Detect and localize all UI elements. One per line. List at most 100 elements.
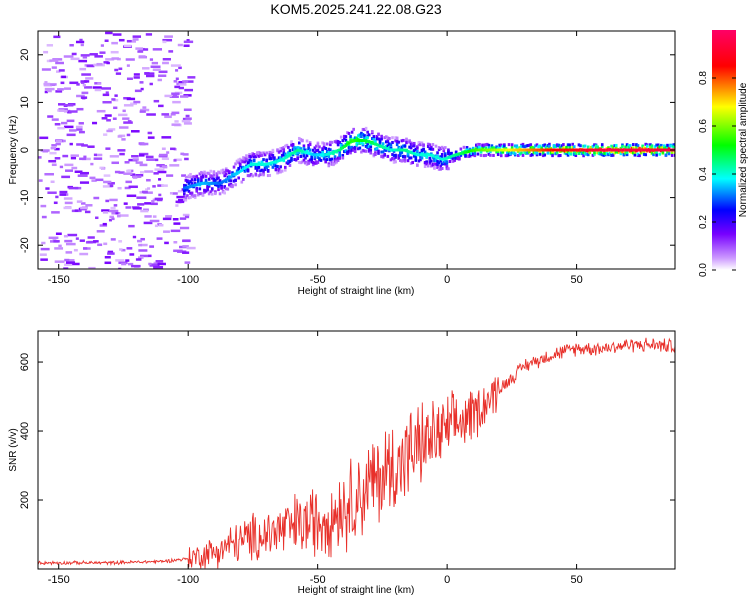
heatmap-cell bbox=[409, 156, 413, 160]
heatmap-cell bbox=[322, 142, 326, 146]
heatmap-cell bbox=[55, 195, 59, 199]
heatmap-cell bbox=[301, 139, 304, 143]
heatmap-cell bbox=[223, 185, 227, 189]
heatmap-cell bbox=[290, 152, 293, 156]
heatmap-cell bbox=[391, 157, 394, 161]
heatmap-cell bbox=[47, 89, 52, 93]
top-y-axis-label: Frequency (Hz) bbox=[8, 116, 19, 185]
heatmap-cell bbox=[196, 193, 200, 197]
heatmap-cell bbox=[400, 139, 404, 143]
heatmap-cell bbox=[439, 159, 442, 163]
top-y-tick-label: 20 bbox=[19, 49, 31, 61]
heatmap-cell bbox=[436, 155, 439, 159]
heatmap-cell bbox=[63, 234, 68, 238]
heatmap-cell bbox=[614, 148, 618, 152]
heatmap-cell bbox=[527, 150, 531, 154]
heatmap-cell bbox=[257, 162, 261, 166]
heatmap-cell bbox=[363, 134, 366, 138]
heatmap-cell bbox=[231, 174, 234, 178]
heatmap-cell bbox=[625, 150, 629, 154]
heatmap-cell bbox=[130, 173, 136, 176]
heatmap-cell bbox=[639, 151, 643, 155]
heatmap-cell bbox=[332, 161, 335, 165]
heatmap-cell bbox=[360, 131, 363, 135]
heatmap-cell bbox=[526, 151, 529, 155]
heatmap-cell bbox=[673, 150, 675, 154]
heatmap-cell bbox=[513, 148, 517, 152]
heatmap-cell bbox=[210, 174, 214, 178]
heatmap-cell bbox=[118, 171, 125, 174]
heatmap-cell bbox=[366, 139, 369, 143]
heatmap-cell bbox=[364, 139, 368, 143]
heatmap-cell bbox=[661, 146, 665, 150]
heatmap-cell bbox=[408, 145, 411, 149]
heatmap-cell bbox=[214, 181, 217, 185]
heatmap-cell bbox=[464, 150, 467, 154]
heatmap-cell bbox=[537, 145, 540, 149]
heatmap-cell bbox=[154, 168, 165, 171]
heatmap-cell bbox=[64, 258, 70, 262]
heatmap-cell bbox=[144, 215, 152, 218]
heatmap-cell bbox=[192, 175, 195, 179]
heatmap-cell bbox=[574, 154, 578, 158]
heatmap-cell bbox=[277, 159, 281, 163]
heatmap-cell bbox=[277, 150, 281, 154]
heatmap-cell bbox=[68, 110, 78, 113]
heatmap-cell bbox=[545, 145, 548, 149]
heatmap-cell bbox=[369, 142, 373, 146]
heatmap-cell bbox=[417, 140, 421, 144]
heatmap-cell bbox=[132, 35, 142, 38]
heatmap-cell bbox=[257, 154, 261, 158]
heatmap-cell bbox=[470, 151, 474, 155]
heatmap-cell bbox=[541, 151, 545, 155]
heatmap-cell bbox=[391, 148, 394, 152]
heatmap-cell bbox=[423, 153, 427, 157]
heatmap-cell bbox=[377, 137, 380, 141]
heatmap-cell bbox=[248, 174, 251, 178]
heatmap-cell bbox=[383, 153, 387, 157]
heatmap-cell bbox=[371, 130, 374, 134]
heatmap-cell bbox=[487, 152, 491, 156]
heatmap-cell bbox=[403, 157, 407, 161]
heatmap-cell bbox=[240, 180, 244, 184]
heatmap-cell bbox=[229, 184, 233, 188]
heatmap-cell bbox=[428, 160, 432, 164]
heatmap-cell bbox=[408, 156, 411, 160]
heatmap-cell bbox=[361, 148, 365, 152]
top-x-tick-label: -100 bbox=[177, 274, 199, 286]
heatmap-cell bbox=[602, 153, 606, 157]
heatmap-cell bbox=[117, 149, 126, 152]
heatmap-cell bbox=[299, 149, 303, 153]
heatmap-cell bbox=[243, 160, 247, 164]
heatmap-cell bbox=[130, 102, 137, 106]
heatmap-cell bbox=[381, 145, 385, 149]
heatmap-cell bbox=[513, 152, 517, 156]
heatmap-cell bbox=[367, 147, 371, 151]
heatmap-cell bbox=[183, 108, 192, 112]
heatmap-cell bbox=[465, 146, 469, 150]
heatmap-cell bbox=[444, 146, 447, 150]
heatmap-cell bbox=[63, 267, 69, 269]
heatmap-cell bbox=[187, 174, 191, 178]
heatmap-cell bbox=[325, 153, 329, 157]
heatmap-cell bbox=[78, 130, 85, 134]
heatmap-cell bbox=[482, 154, 486, 158]
heatmap-cell bbox=[271, 165, 275, 169]
heatmap-cell bbox=[447, 152, 450, 156]
heatmap-cell bbox=[523, 145, 526, 149]
heatmap-cell bbox=[594, 148, 598, 152]
colorbar-tick-label: 0.6 bbox=[698, 119, 709, 133]
heatmap-cell bbox=[642, 148, 646, 152]
heatmap-cell bbox=[302, 144, 306, 148]
heatmap-cell bbox=[172, 218, 179, 221]
heatmap-cell bbox=[178, 66, 182, 70]
heatmap-cell bbox=[389, 148, 393, 152]
heatmap-cell bbox=[499, 143, 503, 147]
heatmap-cell bbox=[366, 130, 369, 134]
heatmap-cell bbox=[649, 148, 652, 152]
heatmap-cell bbox=[189, 184, 192, 188]
heatmap-cell bbox=[63, 125, 74, 129]
heatmap-cell bbox=[149, 219, 160, 223]
heatmap-cell bbox=[293, 146, 296, 150]
heatmap-cell bbox=[484, 143, 488, 147]
